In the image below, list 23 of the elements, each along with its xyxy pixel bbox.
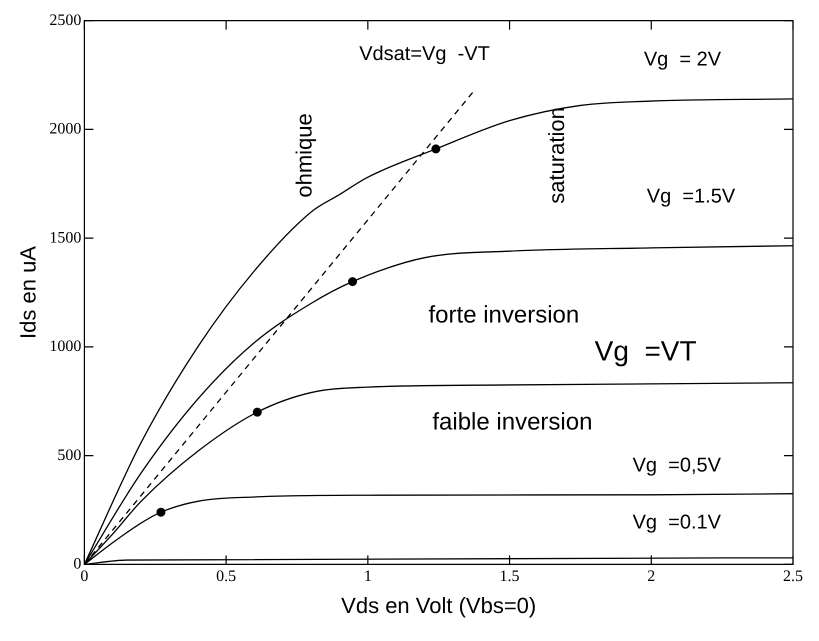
x-tick-label: 2.5 [783,568,803,586]
x-axis-title: Vds en Volt (Vbs=0) [341,592,536,618]
y-tick-label: 1000 [49,338,82,356]
annotation: faible inversion [432,408,592,436]
y-axis-title: Ids en uA [15,246,40,339]
x-tick-label: 2 [647,568,656,586]
annotation: Vg =0,5V [632,454,722,476]
y-tick-label: 0 [73,556,82,573]
y-tick-label: 2000 [49,120,82,138]
annotation: Vg = 2V [644,48,722,70]
annotation: Vg =0.1V [632,512,722,534]
annotation: Vdsat=Vg -VT [359,42,490,65]
annotation: saturation [544,107,569,204]
y-tick-label: 2500 [49,12,82,29]
x-tick-label: 0.5 [216,568,236,586]
annotation: ohmique [292,113,317,198]
annotation: forte inversion [428,302,580,329]
y-tick-label: 500 [57,446,82,464]
x-tick-label: 1.5 [500,568,520,586]
annotation: Vg =1.5V [646,185,736,208]
y-tick-label: 1500 [49,229,82,246]
annotation: Vg =VT [594,336,697,367]
x-tick-label: 1 [364,568,372,586]
